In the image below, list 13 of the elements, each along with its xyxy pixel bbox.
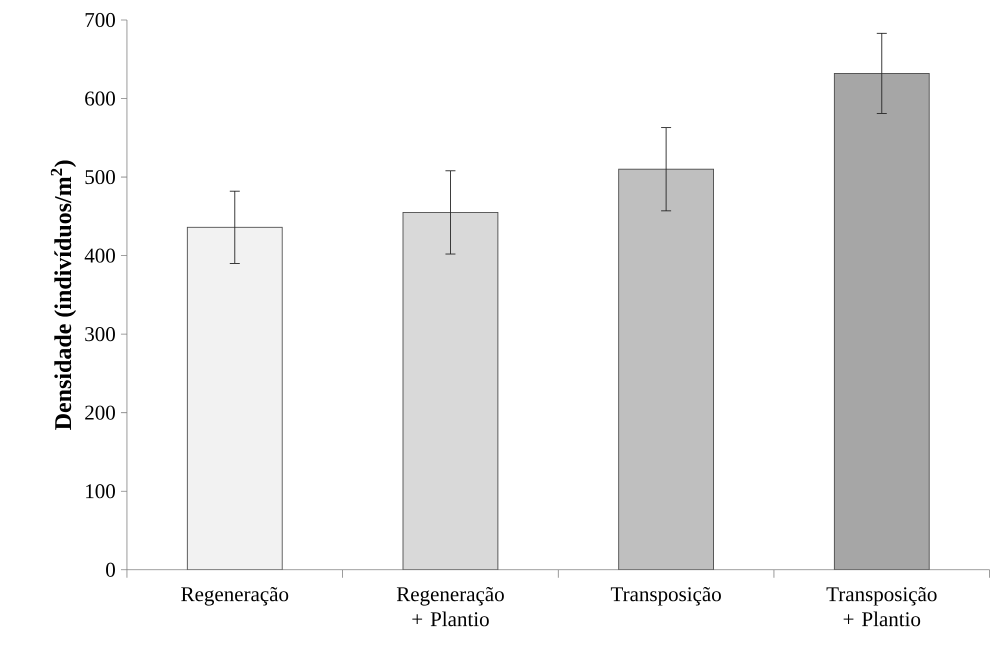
- y-tick-label: 600: [85, 92, 115, 106]
- y-tick-label: 700: [86, 13, 115, 28]
- x-tick-label: Transposição: [610, 587, 721, 606]
- y-tick-label: 0: [106, 562, 115, 577]
- y-tick-label: 300: [85, 327, 115, 342]
- y-tick-label: 400: [84, 248, 115, 263]
- y-axis-title: Densidade (indivíduos/m$^{2}$): [50, 160, 76, 430]
- y-tick-label: 200: [85, 406, 115, 420]
- y-tick-label: 100: [86, 484, 115, 498]
- x-tick-label: Transposição + Plantio: [826, 587, 937, 626]
- y-tick-label: 500: [85, 170, 115, 184]
- x-tick-label: Regeneração + Plantio: [396, 587, 504, 626]
- x-tick-label: Regeneração: [181, 587, 288, 606]
